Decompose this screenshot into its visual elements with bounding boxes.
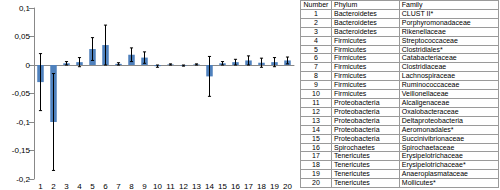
svg-text:-0,1: -0,1 xyxy=(16,118,30,127)
html-text:Tenericutes: Tenericutes xyxy=(334,170,370,178)
html-text:Proteobacteria: Proteobacteria xyxy=(334,134,380,142)
html-text:Lachnospiraceae: Lachnospiraceae xyxy=(401,72,456,80)
html-text:16: 16 xyxy=(312,143,320,151)
html-text:Rikenellaceae: Rikenellaceae xyxy=(401,27,446,35)
html-text:Anaeroplasmataceae: Anaeroplasmataceae xyxy=(401,170,468,178)
html-text:Bacteroidetes: Bacteroidetes xyxy=(334,27,377,35)
html-text:10: 10 xyxy=(312,90,320,98)
html-text:Porphyromonadaceae: Porphyromonadaceae xyxy=(401,18,471,26)
html-text:Number: Number xyxy=(303,1,329,8)
html-text:Proteobacteria: Proteobacteria xyxy=(334,99,380,106)
svg-text:14: 14 xyxy=(205,182,214,190)
html-text:1: 1 xyxy=(314,9,318,17)
html-text:Firmicutes: Firmicutes xyxy=(334,45,367,53)
html-text:17: 17 xyxy=(312,152,320,160)
html-text:Succinivibrionaceae: Succinivibrionaceae xyxy=(401,134,465,142)
html-text:19: 19 xyxy=(312,170,320,178)
html-text:Tenericutes: Tenericutes xyxy=(334,179,370,187)
html-text:Proteobacteria: Proteobacteria xyxy=(334,107,380,115)
svg-text:16: 16 xyxy=(231,182,240,190)
svg-text:1: 1 xyxy=(38,182,43,190)
html-text:Firmicutes: Firmicutes xyxy=(334,36,367,44)
svg-text:-0,2: -0,2 xyxy=(16,175,30,184)
html-text:4: 4 xyxy=(314,36,318,44)
html-text:Firmicutes: Firmicutes xyxy=(334,90,367,98)
html-text:2: 2 xyxy=(314,18,318,26)
svg-text:0,1: 0,1 xyxy=(19,4,31,13)
html-text:Clostridiales*: Clostridiales* xyxy=(401,45,443,53)
html-text:Proteobacteria: Proteobacteria xyxy=(334,116,380,124)
html-text:Family: Family xyxy=(401,1,423,8)
html-text:CLUST II*: CLUST II* xyxy=(401,9,434,17)
html-text:Erysipelotrichaceae: Erysipelotrichaceae xyxy=(401,152,463,160)
svg-text:-0,05: -0,05 xyxy=(12,89,31,98)
html-text:Bacteroidetes: Bacteroidetes xyxy=(334,9,377,17)
svg-text:15: 15 xyxy=(218,182,227,190)
html-text:Spirochaetes: Spirochaetes xyxy=(334,143,375,151)
html-text:7: 7 xyxy=(314,63,318,71)
svg-text:10: 10 xyxy=(153,182,162,190)
html-text:Ruminococcaceae: Ruminococcaceae xyxy=(401,81,460,89)
html-text:Clostridiaceae: Clostridiaceae xyxy=(401,63,447,71)
html-text:6: 6 xyxy=(314,54,318,62)
html-text:Tenericutes: Tenericutes xyxy=(334,161,370,169)
html-text:12: 12 xyxy=(312,107,320,115)
html-text:Tenericutes: Tenericutes xyxy=(334,152,370,160)
svg-text:2: 2 xyxy=(51,182,56,190)
html-text:Firmicutes: Firmicutes xyxy=(334,81,367,89)
html-text:Mollicutes*: Mollicutes* xyxy=(401,179,436,187)
html-text:Firmicutes: Firmicutes xyxy=(334,63,367,71)
svg-text:19: 19 xyxy=(270,182,279,190)
html-text:Spirochaetaceae: Spirochaetaceae xyxy=(401,143,455,151)
svg-text:-0,15: -0,15 xyxy=(12,146,31,155)
html-text:Alcaligenaceae: Alcaligenaceae xyxy=(401,99,450,106)
html-text:3: 3 xyxy=(314,27,318,35)
svg-text:3: 3 xyxy=(64,182,69,190)
html-text:Bacteroidetes: Bacteroidetes xyxy=(334,18,377,26)
html-text:Deltaproteobacteria: Deltaproteobacteria xyxy=(401,116,463,124)
html-text:14: 14 xyxy=(312,125,320,133)
svg-text:8: 8 xyxy=(129,182,134,190)
svg-text:5: 5 xyxy=(90,182,95,190)
svg-text:18: 18 xyxy=(257,182,266,190)
html-text:Proteobacteria: Proteobacteria xyxy=(334,125,380,133)
html-text:11: 11 xyxy=(312,99,320,106)
html-text:15: 15 xyxy=(312,134,320,142)
svg-text:13: 13 xyxy=(192,182,201,190)
svg-text:0: 0 xyxy=(26,61,31,70)
svg-text:4: 4 xyxy=(77,182,82,190)
svg-text:9: 9 xyxy=(142,182,147,190)
html-text:Firmicutes: Firmicutes xyxy=(334,72,367,80)
svg-text:11: 11 xyxy=(166,182,175,190)
svg-text:20: 20 xyxy=(283,182,292,190)
svg-text:7: 7 xyxy=(116,182,121,190)
html-text:18: 18 xyxy=(312,161,320,169)
html-text:8: 8 xyxy=(314,72,318,80)
html-text:Streptococcaceae: Streptococcaceae xyxy=(401,36,458,44)
html-text:Catabacteriaceae: Catabacteriaceae xyxy=(401,54,457,62)
html-text:13: 13 xyxy=(312,116,320,124)
html-text:Veillonellaceae: Veillonellaceae xyxy=(401,90,449,98)
html-text:9: 9 xyxy=(314,81,318,89)
html-text:Oxalobacteraceae: Oxalobacteraceae xyxy=(401,107,459,115)
svg-text:17: 17 xyxy=(244,182,253,190)
html-text:Erysipelotrichaceae*: Erysipelotrichaceae* xyxy=(401,161,466,169)
svg-text:6: 6 xyxy=(103,182,108,190)
html-text:Aeromonadales*: Aeromonadales* xyxy=(401,125,454,133)
html-text:Firmicutes: Firmicutes xyxy=(334,54,367,62)
html-text:Phylum: Phylum xyxy=(334,1,358,8)
svg-text:12: 12 xyxy=(179,182,188,190)
html-text:20: 20 xyxy=(312,179,320,187)
svg-text:0,05: 0,05 xyxy=(14,32,30,41)
html-text:5: 5 xyxy=(314,45,318,53)
